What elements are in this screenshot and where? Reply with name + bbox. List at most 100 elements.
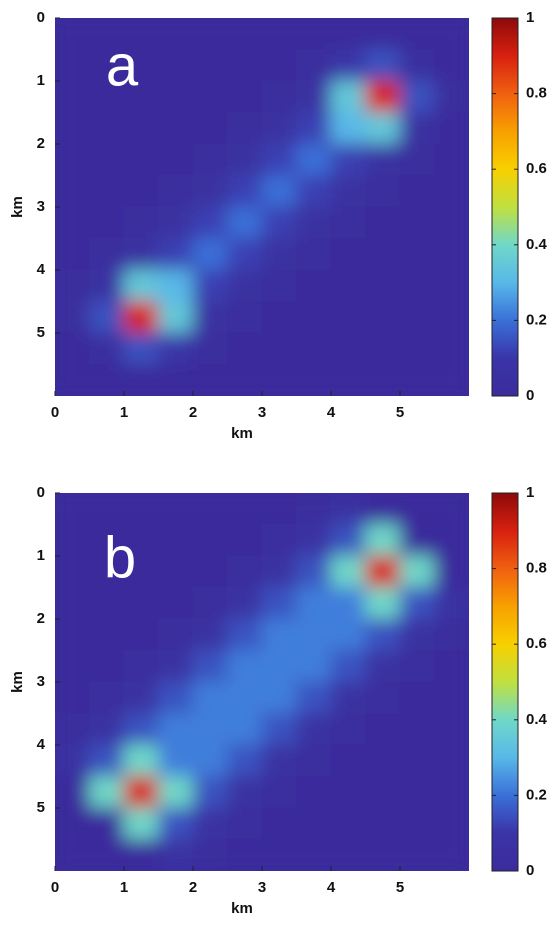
cell (261, 839, 297, 871)
cell (227, 555, 263, 588)
cell (434, 332, 469, 365)
cell (296, 744, 332, 777)
cell (434, 112, 469, 145)
cell (158, 618, 194, 651)
cell (296, 681, 332, 714)
cell (399, 587, 435, 620)
cell (434, 238, 469, 271)
y-tick-label: 2 (37, 610, 45, 627)
cell (434, 681, 469, 714)
cell (227, 238, 263, 271)
y-tick-label: 4 (37, 736, 46, 753)
x-tick-label: 1 (120, 879, 128, 896)
cell (365, 49, 401, 82)
cell (330, 206, 366, 239)
colorbar-tick-label: 0.2 (526, 311, 547, 328)
cell (296, 555, 332, 588)
cell (330, 618, 366, 651)
cell (192, 112, 228, 145)
colorbar (491, 17, 519, 397)
x-tick-label: 0 (51, 879, 59, 896)
cell (192, 839, 228, 871)
cell (192, 744, 228, 777)
cell (227, 112, 263, 145)
cell (227, 713, 263, 746)
panel: a 0 1 2 3 4 5 0 1 2 3 4 5 km km 0 0.2 0.4 0.6 0.8 1 (9, 9, 548, 442)
y-tick-label: 4 (37, 261, 46, 278)
cell (158, 650, 194, 683)
cell (399, 493, 435, 525)
cell (227, 776, 263, 809)
cell (123, 332, 159, 365)
cell (158, 587, 194, 620)
cell (399, 650, 435, 683)
y-tick-label: 1 (37, 547, 45, 564)
cell (192, 175, 228, 208)
cell (89, 175, 125, 208)
cell (330, 364, 366, 396)
cell (261, 175, 297, 208)
cell (55, 364, 90, 396)
x-tick-label: 1 (120, 404, 128, 421)
cell (330, 650, 366, 683)
cell (89, 332, 125, 365)
cell (296, 776, 332, 809)
colorbar-tick-label: 0.4 (526, 711, 548, 728)
cell (123, 713, 159, 746)
cell (365, 744, 401, 777)
cell (192, 807, 228, 840)
cell (89, 301, 125, 334)
cell (261, 555, 297, 588)
cell (123, 175, 159, 208)
cell (89, 744, 125, 777)
cell (434, 364, 469, 396)
cell (123, 49, 159, 82)
cell (434, 650, 469, 683)
cell (365, 175, 401, 208)
cell (434, 524, 469, 557)
colorbar-tick-label: 0.2 (526, 786, 547, 803)
x-tick-label: 5 (396, 404, 404, 421)
cell (55, 49, 90, 82)
cell (158, 143, 194, 176)
cell (296, 587, 332, 620)
cell (399, 269, 435, 302)
cell (123, 143, 159, 176)
cell (261, 650, 297, 683)
cell (296, 493, 332, 525)
cell (434, 587, 469, 620)
cell (158, 301, 194, 334)
cell (158, 713, 194, 746)
cell (261, 143, 297, 176)
colorbar-tick-label: 0.8 (526, 560, 547, 577)
cell (365, 713, 401, 746)
cell (192, 49, 228, 82)
cell (330, 681, 366, 714)
cell (434, 206, 469, 239)
y-tick-label: 5 (37, 799, 45, 816)
x-tick-label: 4 (327, 404, 336, 421)
cell (123, 206, 159, 239)
cell (192, 80, 228, 113)
cell (158, 364, 194, 396)
cell (55, 839, 90, 871)
cell (192, 364, 228, 396)
cell (55, 238, 90, 271)
cell (192, 238, 228, 271)
cell (89, 524, 125, 557)
cell (89, 364, 125, 396)
cell (330, 587, 366, 620)
colorbar-tick-label: 0 (526, 862, 534, 879)
cell (158, 744, 194, 777)
cell (261, 493, 297, 525)
cell (365, 555, 401, 588)
panel: b 0 1 2 3 4 5 0 1 2 3 4 5 km km 0 0.2 0.4 0.6 0.8 1 (9, 484, 548, 917)
cell (330, 332, 366, 365)
cell (55, 301, 90, 334)
y-axis-label: km (9, 671, 26, 693)
cell (89, 807, 125, 840)
cell (55, 175, 90, 208)
cell (296, 143, 332, 176)
cell (296, 807, 332, 840)
cell (123, 618, 159, 651)
